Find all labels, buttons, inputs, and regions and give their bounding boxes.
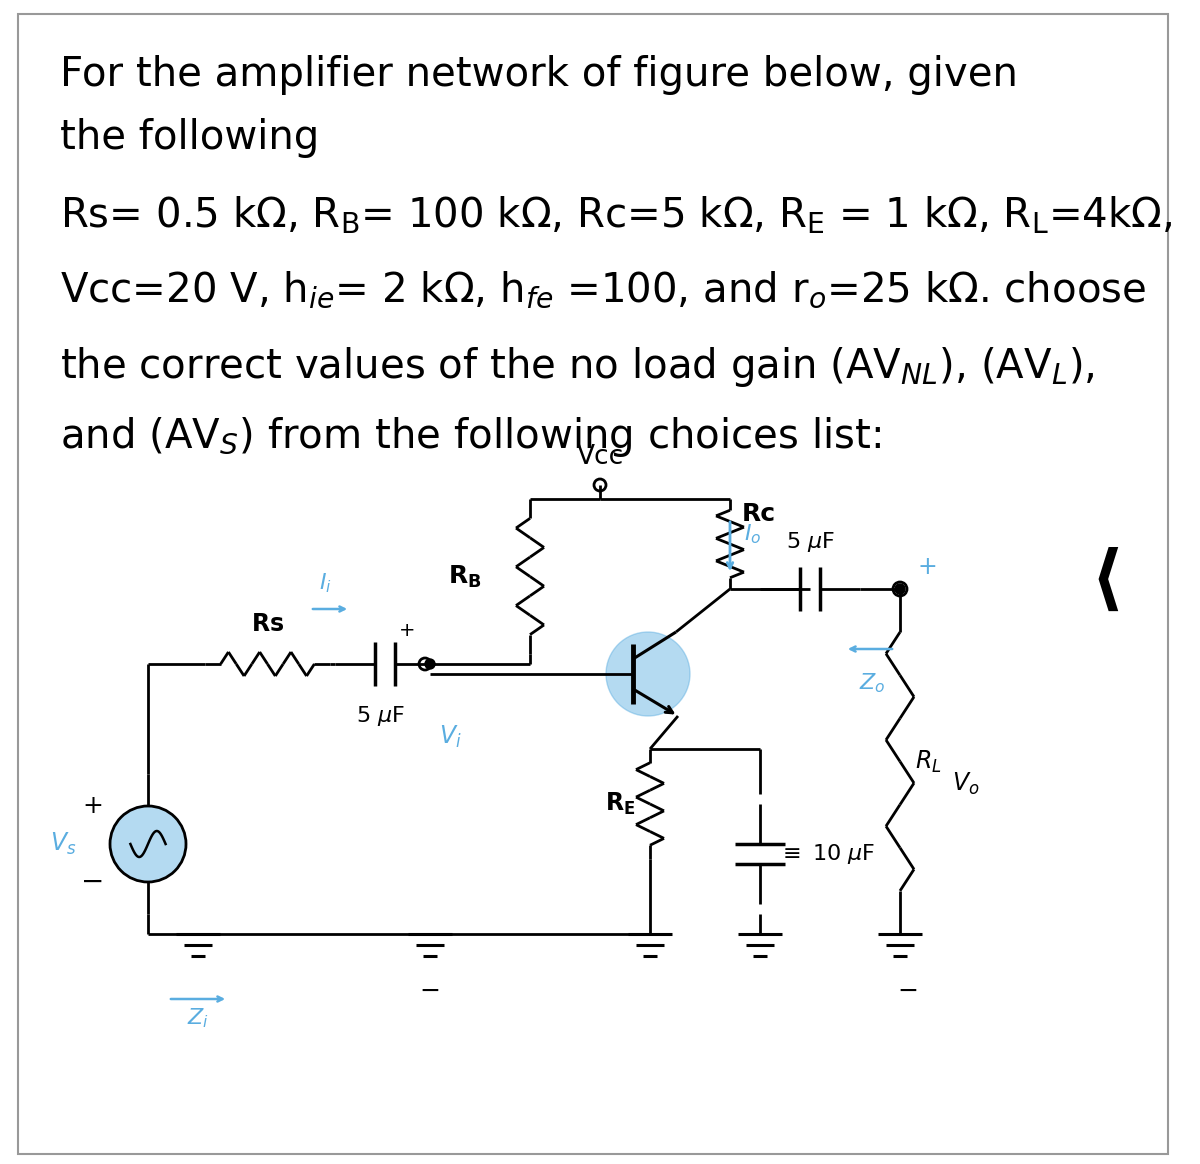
Text: +: + bbox=[83, 794, 103, 818]
Circle shape bbox=[895, 584, 905, 594]
Text: $Z_o$: $Z_o$ bbox=[859, 670, 886, 695]
Text: and (AV$_S$) from the following choices list:: and (AV$_S$) from the following choices … bbox=[60, 416, 881, 459]
Text: $\boldsymbol{\langle}$: $\boldsymbol{\langle}$ bbox=[1091, 547, 1120, 617]
Text: −: − bbox=[82, 868, 104, 896]
Text: $I_i$: $I_i$ bbox=[319, 572, 331, 595]
Text: 5 $\mu$F: 5 $\mu$F bbox=[786, 530, 834, 554]
Text: $R_L$: $R_L$ bbox=[916, 748, 942, 774]
Circle shape bbox=[606, 632, 690, 716]
Text: For the amplifier network of figure below, given: For the amplifier network of figure belo… bbox=[60, 55, 1018, 95]
Text: Vcc: Vcc bbox=[576, 443, 624, 470]
Text: $\mathbf{R_E}$: $\mathbf{R_E}$ bbox=[605, 790, 635, 817]
Text: +: + bbox=[398, 622, 415, 640]
Text: −: − bbox=[898, 979, 918, 1003]
Text: Rs= 0.5 k$\Omega$, R$_\mathregular{B}$= 100 k$\Omega$, Rc=5 k$\Omega$, R$_\mathr: Rs= 0.5 k$\Omega$, R$_\mathregular{B}$= … bbox=[60, 196, 1172, 236]
Circle shape bbox=[110, 805, 186, 882]
Text: the following: the following bbox=[60, 118, 319, 158]
FancyBboxPatch shape bbox=[18, 14, 1168, 1154]
Text: Vcc=20 V, h$_{ie}$= 2 k$\Omega$, h$_{fe}$ =100, and r$_o$=25 k$\Omega$. choose: Vcc=20 V, h$_{ie}$= 2 k$\Omega$, h$_{fe}… bbox=[60, 270, 1146, 311]
Text: $V_s$: $V_s$ bbox=[49, 831, 76, 857]
Text: $\equiv$ 10 $\mu$F: $\equiv$ 10 $\mu$F bbox=[778, 842, 875, 866]
Text: $V_o$: $V_o$ bbox=[952, 771, 979, 796]
Text: Rc: Rc bbox=[742, 502, 776, 526]
Text: $\mathbf{R_B}$: $\mathbf{R_B}$ bbox=[449, 563, 482, 590]
Text: +: + bbox=[918, 555, 937, 579]
Text: −: − bbox=[420, 979, 440, 1003]
Text: the correct values of the no load gain (AV$_{NL}$), (AV$_L$),: the correct values of the no load gain (… bbox=[60, 345, 1094, 389]
Text: $I_o$: $I_o$ bbox=[744, 523, 761, 546]
Circle shape bbox=[425, 659, 436, 669]
Text: $\mathbf{Rs}$: $\mathbf{Rs}$ bbox=[251, 612, 284, 636]
Text: $V_i$: $V_i$ bbox=[439, 724, 461, 751]
Text: 5 $\mu$F: 5 $\mu$F bbox=[355, 704, 404, 728]
Text: $Z_i$: $Z_i$ bbox=[187, 1006, 209, 1030]
